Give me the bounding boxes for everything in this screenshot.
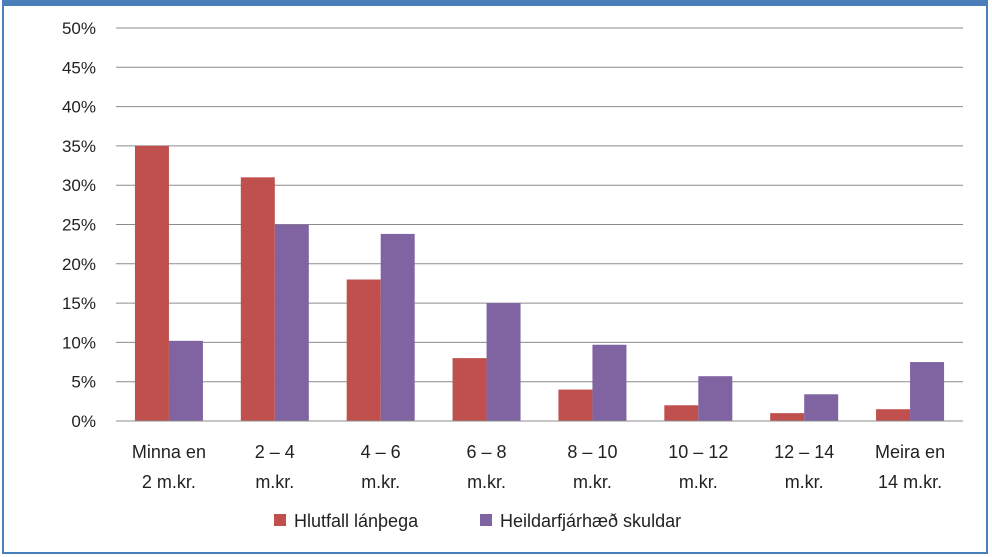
x-tick-label: m.kr.	[679, 472, 718, 492]
legend-swatch	[274, 514, 286, 526]
x-tick-label: 10 – 12	[668, 442, 728, 462]
x-tick-label: 12 – 14	[774, 442, 834, 462]
x-tick-label: m.kr.	[573, 472, 612, 492]
x-tick-label: 14 m.kr.	[878, 472, 942, 492]
bar-heildarfjarhaed-skuldar	[592, 344, 627, 421]
y-tick-label: 15%	[62, 294, 96, 313]
bar-hlutfall-lanthega	[558, 389, 593, 421]
bar-heildarfjarhaed-skuldar	[486, 303, 521, 421]
y-tick-label: 35%	[62, 137, 96, 156]
y-tick-label: 45%	[62, 58, 96, 77]
bar-hlutfall-lanthega	[346, 279, 381, 421]
legend-swatch	[480, 514, 492, 526]
y-tick-label: 50%	[62, 19, 96, 38]
x-tick-label: m.kr.	[785, 472, 824, 492]
x-tick-label: Minna en	[132, 442, 206, 462]
bar-hlutfall-lanthega	[770, 413, 805, 421]
y-tick-label: 40%	[62, 98, 96, 117]
bar-hlutfall-lanthega	[876, 409, 911, 421]
y-tick-label: 25%	[62, 216, 96, 235]
bar-heildarfjarhaed-skuldar	[274, 224, 309, 421]
bar-hlutfall-lanthega	[134, 145, 169, 421]
x-tick-label: m.kr.	[255, 472, 294, 492]
legend: Hlutfall lánþega Heildarfjárhæð skuldar	[274, 511, 681, 531]
y-tick-label: 30%	[62, 176, 96, 195]
legend-label: Hlutfall lánþega	[294, 511, 419, 531]
y-tick-label: 5%	[71, 373, 96, 392]
y-tick-label: 0%	[71, 412, 96, 431]
y-tick-label: 20%	[62, 255, 96, 274]
x-axis: Minna en 2 m.kr. 2 – 4 m.kr. 4 – 6 m.kr. 6 – 8…	[116, 420, 963, 492]
bar-hlutfall-lanthega	[664, 405, 699, 421]
bar-heildarfjarhaed-skuldar	[910, 362, 945, 421]
x-tick-label: 8 – 10	[567, 442, 617, 462]
bar-hlutfall-lanthega	[240, 177, 275, 421]
bar-heildarfjarhaed-skuldar	[698, 376, 733, 421]
bar-hlutfall-lanthega	[452, 358, 487, 421]
y-tick-label: 10%	[62, 333, 96, 352]
x-tick-label: 2 m.kr.	[142, 472, 196, 492]
x-tick-label: Meira en	[875, 442, 945, 462]
legend-label: Heildarfjárhæð skuldar	[500, 511, 681, 531]
x-tick-label: 2 – 4	[255, 442, 295, 462]
x-tick-label: 6 – 8	[467, 442, 507, 462]
y-axis: 0% 5% 10% 15% 20% 25% 30% 35% 40% 45% 50%	[62, 19, 96, 431]
x-tick-label: 4 – 6	[361, 442, 401, 462]
bar-heildarfjarhaed-skuldar	[804, 394, 839, 421]
x-tick-label: m.kr.	[467, 472, 506, 492]
x-tick-label: m.kr.	[361, 472, 400, 492]
bar-heildarfjarhaed-skuldar	[168, 340, 203, 421]
bars	[134, 145, 945, 421]
bar-heildarfjarhaed-skuldar	[380, 233, 415, 421]
